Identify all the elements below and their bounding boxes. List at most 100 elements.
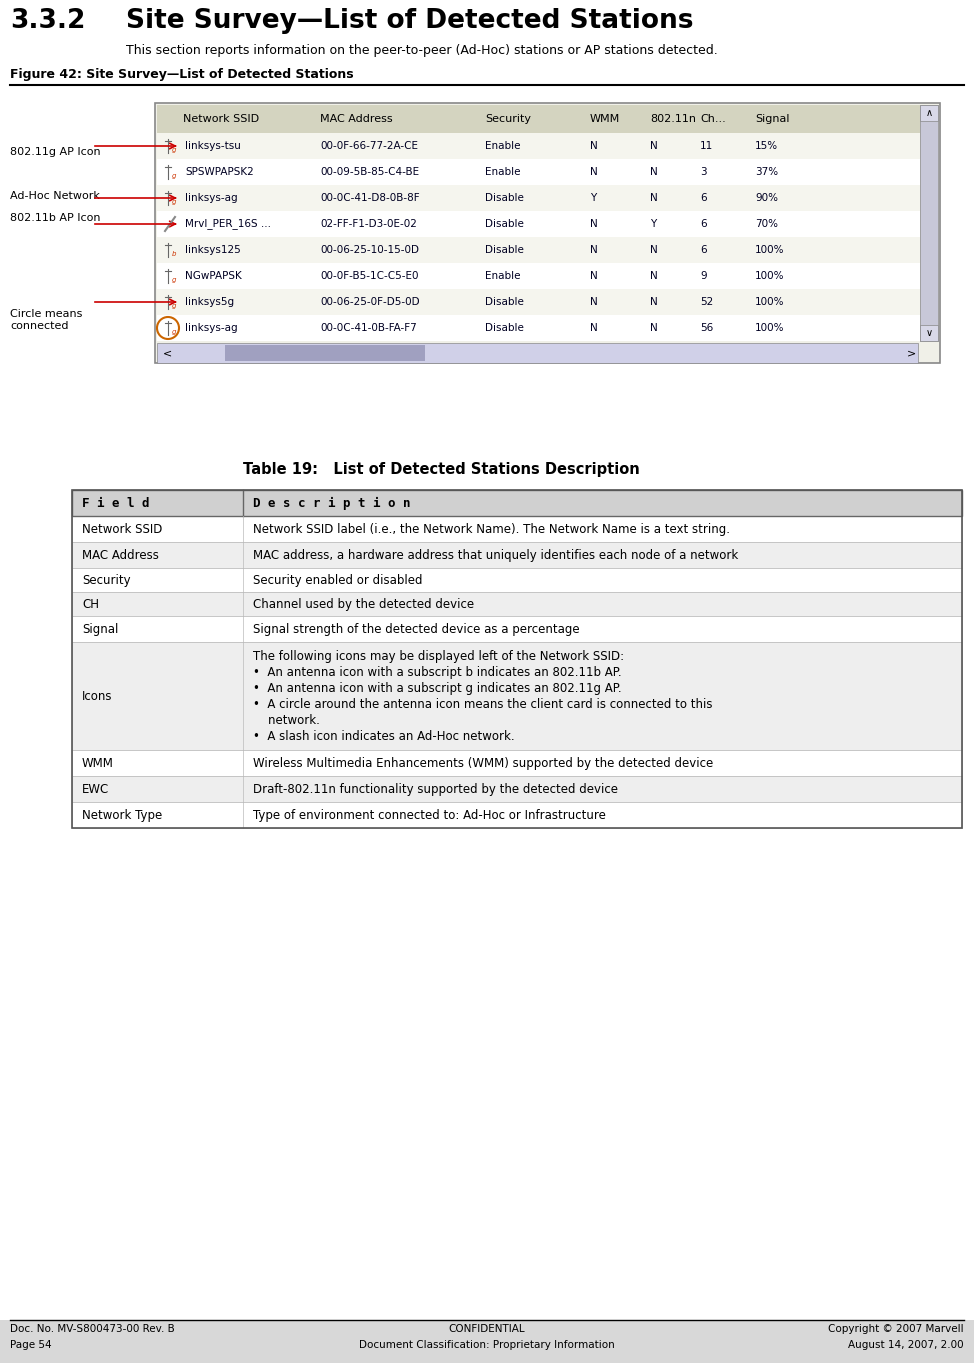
Text: Disable: Disable xyxy=(485,323,524,333)
Text: Ch...: Ch... xyxy=(700,114,726,124)
FancyBboxPatch shape xyxy=(72,542,962,568)
Text: Network SSID: Network SSID xyxy=(183,114,259,124)
Text: 3: 3 xyxy=(700,168,706,177)
Text: <: < xyxy=(163,348,171,358)
Text: EWC: EWC xyxy=(82,782,109,796)
FancyBboxPatch shape xyxy=(920,105,938,121)
Text: •  A circle around the antenna icon means the client card is connected to this: • A circle around the antenna icon means… xyxy=(253,698,713,711)
Text: 11: 11 xyxy=(700,140,713,151)
FancyBboxPatch shape xyxy=(157,263,920,289)
Text: Network SSID label (i.e., the Network Name). The Network Name is a text string.: Network SSID label (i.e., the Network Na… xyxy=(253,522,730,536)
Text: N: N xyxy=(590,323,598,333)
Text: N: N xyxy=(590,271,598,281)
Text: 00-06-25-0F-D5-0D: 00-06-25-0F-D5-0D xyxy=(320,297,420,307)
Text: g: g xyxy=(172,173,176,179)
FancyBboxPatch shape xyxy=(72,616,962,642)
Text: Signal: Signal xyxy=(82,623,119,635)
Text: WMM: WMM xyxy=(82,756,114,770)
Text: Page 54: Page 54 xyxy=(10,1340,52,1349)
Text: Table 19:   List of Detected Stations Description: Table 19: List of Detected Stations Desc… xyxy=(243,462,640,477)
Text: N: N xyxy=(590,168,598,177)
Text: •  An antenna icon with a subscript g indicates an 802.11g AP.: • An antenna icon with a subscript g ind… xyxy=(253,682,621,695)
Text: N: N xyxy=(590,140,598,151)
Text: 90%: 90% xyxy=(755,194,778,203)
Text: Document Classification: Proprietary Information: Document Classification: Proprietary Inf… xyxy=(359,1340,615,1349)
Text: g: g xyxy=(172,303,176,309)
Text: 00-09-5B-85-C4-BE: 00-09-5B-85-C4-BE xyxy=(320,168,419,177)
FancyBboxPatch shape xyxy=(920,324,938,341)
Text: 00-0F-66-77-2A-CE: 00-0F-66-77-2A-CE xyxy=(320,140,418,151)
Text: N: N xyxy=(650,194,657,203)
Text: 15%: 15% xyxy=(755,140,778,151)
Text: N: N xyxy=(650,168,657,177)
FancyBboxPatch shape xyxy=(72,592,962,616)
Text: The following icons may be displayed left of the Network SSID:: The following icons may be displayed lef… xyxy=(253,650,624,662)
Text: Type of environment connected to: Ad-Hoc or Infrastructure: Type of environment connected to: Ad-Hoc… xyxy=(253,808,606,822)
FancyBboxPatch shape xyxy=(72,801,962,827)
Text: Signal: Signal xyxy=(755,114,790,124)
FancyBboxPatch shape xyxy=(72,776,962,801)
Text: Wireless Multimedia Enhancements (WMM) supported by the detected device: Wireless Multimedia Enhancements (WMM) s… xyxy=(253,756,713,770)
Text: >: > xyxy=(908,348,917,358)
FancyBboxPatch shape xyxy=(920,105,938,341)
FancyBboxPatch shape xyxy=(72,491,962,517)
FancyBboxPatch shape xyxy=(157,343,918,363)
Text: 3.3.2: 3.3.2 xyxy=(10,8,86,34)
Text: Disable: Disable xyxy=(485,219,524,229)
Text: Circle means
connected: Circle means connected xyxy=(10,309,83,331)
Text: Y: Y xyxy=(590,194,596,203)
Text: Enable: Enable xyxy=(485,140,520,151)
Text: Ad-Hoc Network: Ad-Hoc Network xyxy=(10,191,100,200)
Text: linksys-ag: linksys-ag xyxy=(185,194,238,203)
Text: •  An antenna icon with a subscript b indicates an 802.11b AP.: • An antenna icon with a subscript b ind… xyxy=(253,667,621,679)
FancyBboxPatch shape xyxy=(155,104,940,363)
Text: 802.11g AP Icon: 802.11g AP Icon xyxy=(10,147,100,157)
Text: linksys5g: linksys5g xyxy=(185,297,234,307)
Text: N: N xyxy=(650,245,657,255)
Text: N: N xyxy=(650,271,657,281)
FancyBboxPatch shape xyxy=(72,750,962,776)
Text: Enable: Enable xyxy=(485,271,520,281)
Text: linksys-tsu: linksys-tsu xyxy=(185,140,241,151)
Text: 02-FF-F1-D3-0E-02: 02-FF-F1-D3-0E-02 xyxy=(320,219,417,229)
Text: Copyright © 2007 Marvell: Copyright © 2007 Marvell xyxy=(828,1323,964,1334)
FancyBboxPatch shape xyxy=(0,1319,974,1363)
FancyBboxPatch shape xyxy=(157,237,920,263)
Text: g: g xyxy=(172,328,176,335)
Text: 802.11b AP Icon: 802.11b AP Icon xyxy=(10,213,100,224)
Text: •  A slash icon indicates an Ad-Hoc network.: • A slash icon indicates an Ad-Hoc netwo… xyxy=(253,731,514,743)
Text: Disable: Disable xyxy=(485,245,524,255)
Text: Y: Y xyxy=(650,219,656,229)
Text: August 14, 2007, 2.00: August 14, 2007, 2.00 xyxy=(848,1340,964,1349)
Text: network.: network. xyxy=(253,714,319,726)
Text: 802.11n: 802.11n xyxy=(650,114,696,124)
Text: 6: 6 xyxy=(700,219,706,229)
Text: N: N xyxy=(650,323,657,333)
Text: Doc. No. MV-S800473-00 Rev. B: Doc. No. MV-S800473-00 Rev. B xyxy=(10,1323,174,1334)
Text: 00-0F-B5-1C-C5-E0: 00-0F-B5-1C-C5-E0 xyxy=(320,271,419,281)
FancyBboxPatch shape xyxy=(72,642,962,750)
Text: D e s c r i p t i o n: D e s c r i p t i o n xyxy=(253,496,410,510)
FancyBboxPatch shape xyxy=(157,185,920,211)
Text: ∧: ∧ xyxy=(925,108,932,119)
Text: 70%: 70% xyxy=(755,219,778,229)
Text: b: b xyxy=(172,251,176,258)
Text: WMM: WMM xyxy=(590,114,620,124)
Text: Enable: Enable xyxy=(485,168,520,177)
Text: Signal strength of the detected device as a percentage: Signal strength of the detected device a… xyxy=(253,623,580,635)
FancyBboxPatch shape xyxy=(157,289,920,315)
Text: N: N xyxy=(590,245,598,255)
Text: Security: Security xyxy=(82,574,131,586)
Text: 100%: 100% xyxy=(755,271,784,281)
FancyBboxPatch shape xyxy=(157,159,920,185)
Text: Channel used by the detected device: Channel used by the detected device xyxy=(253,597,474,611)
FancyBboxPatch shape xyxy=(157,105,920,134)
Text: This section reports information on the peer-to-peer (Ad-Hoc) stations or AP sta: This section reports information on the … xyxy=(126,44,718,57)
Text: Draft-802.11n functionality supported by the detected device: Draft-802.11n functionality supported by… xyxy=(253,782,618,796)
FancyBboxPatch shape xyxy=(72,517,962,542)
Text: 6: 6 xyxy=(700,245,706,255)
Text: SPSWPAPSK2: SPSWPAPSK2 xyxy=(185,168,254,177)
Text: 00-0C-41-0B-FA-F7: 00-0C-41-0B-FA-F7 xyxy=(320,323,417,333)
FancyBboxPatch shape xyxy=(72,568,962,592)
Text: 9: 9 xyxy=(700,271,706,281)
